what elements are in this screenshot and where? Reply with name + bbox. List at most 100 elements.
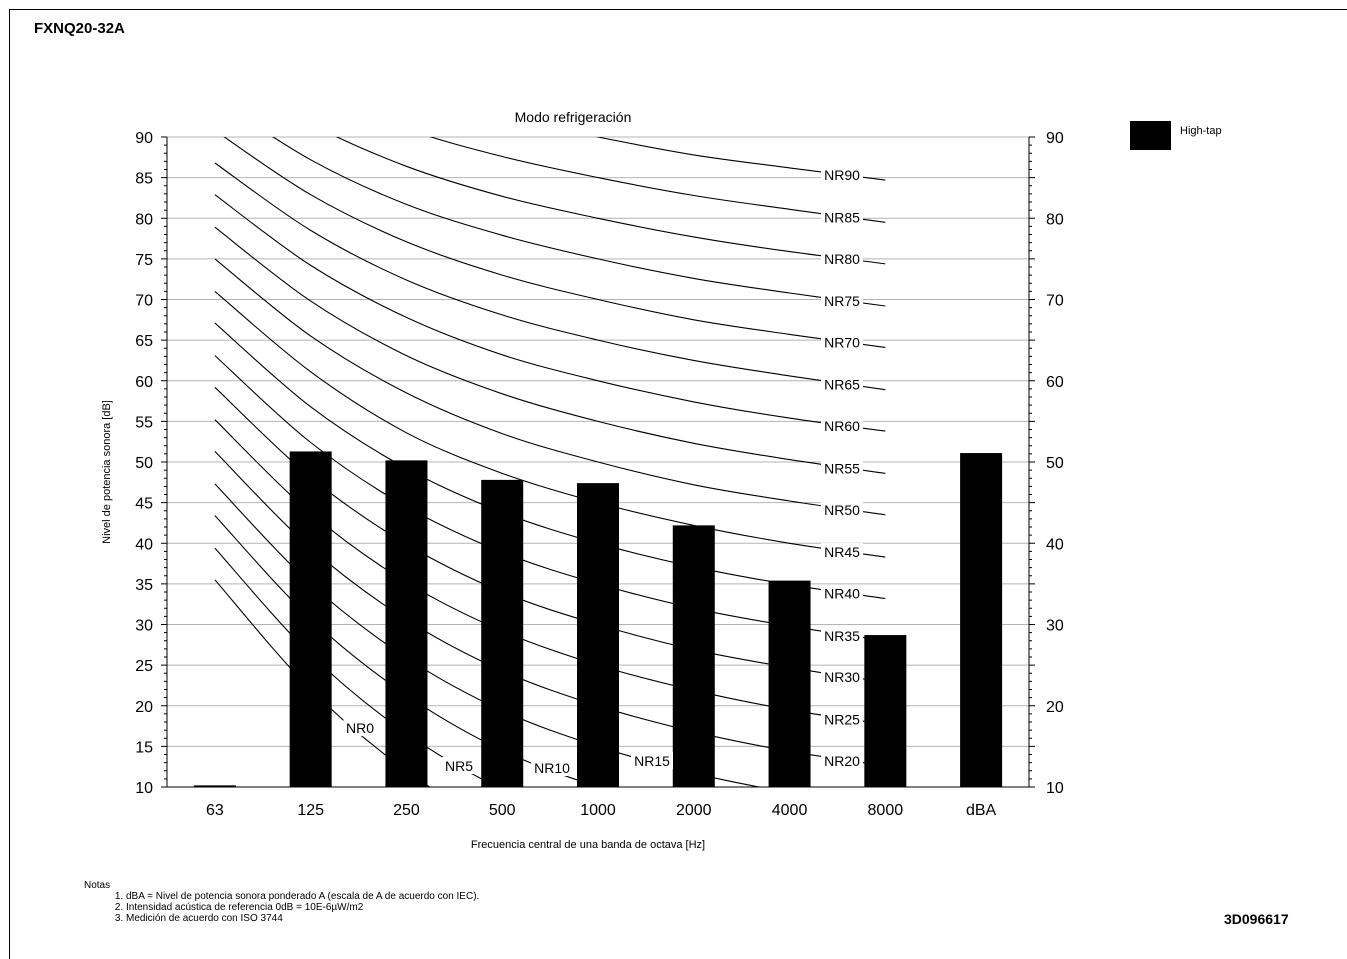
nr-label: NR25 <box>824 711 860 727</box>
bar <box>960 453 1003 787</box>
y-tick-label: 60 <box>135 374 153 391</box>
nr-curve <box>214 194 886 432</box>
nr-curve <box>214 226 886 474</box>
y-tick-label: 40 <box>135 536 153 553</box>
y-tick-label: 10 <box>135 780 153 797</box>
y-tick-label-right: 80 <box>1046 211 1064 228</box>
bar <box>768 580 811 787</box>
nr-label: NR40 <box>824 586 860 602</box>
y-tick-label: 85 <box>135 171 153 188</box>
y-tick-label-right: 10 <box>1046 780 1064 797</box>
bar <box>289 451 332 787</box>
y-tick-label-right: 60 <box>1046 374 1064 391</box>
nr-label-bg <box>442 757 476 774</box>
x-tick-label: 63 <box>206 802 224 819</box>
nr-label-bg <box>821 500 863 518</box>
legend-swatch-high-tap <box>1130 121 1171 150</box>
nr-label: NR70 <box>824 334 860 350</box>
x-tick-label: 4000 <box>772 802 808 819</box>
nr-label-bg <box>821 710 863 728</box>
y-tick-label: 25 <box>135 658 153 675</box>
nr-curve <box>272 137 886 307</box>
y-tick-label: 30 <box>135 618 153 635</box>
y-tick-label: 45 <box>135 496 153 513</box>
bar <box>481 479 524 787</box>
nr-label-bg <box>821 668 863 686</box>
nr-curve <box>214 258 886 516</box>
nr-label-bg <box>821 417 863 435</box>
nr-label-bg <box>821 249 863 267</box>
nr-label-bg <box>343 719 377 736</box>
nr-label: NR85 <box>824 209 860 225</box>
nr-label-bg <box>821 166 863 184</box>
x-tick-label: 250 <box>393 802 420 819</box>
document-reference: 3D096617 <box>1224 911 1289 927</box>
nr-label: NR50 <box>824 502 860 518</box>
nr-curve <box>223 137 886 348</box>
nr-curve <box>335 137 886 265</box>
y-tick-label-right: 40 <box>1046 536 1064 553</box>
note-item: Medición de acuerdo con ISO 3744 <box>126 913 479 924</box>
nr-label-bg <box>821 333 863 351</box>
nr-label-bg <box>821 375 863 393</box>
nr-label-bg <box>631 752 673 769</box>
chart-title: Modo refrigeración <box>515 109 632 125</box>
y-tick-label: 20 <box>135 699 153 716</box>
nr-label: NR10 <box>534 760 570 776</box>
bars <box>193 451 1003 787</box>
y-tick-label: 70 <box>135 293 153 310</box>
nr-curve <box>595 137 886 181</box>
nr-label: NR90 <box>824 167 860 183</box>
nr-label-bg <box>821 584 863 602</box>
y-tick-label: 35 <box>135 577 153 594</box>
y-axis-label: Nivel de potencia sonora [dB] <box>101 400 113 544</box>
model-title: FXNQ20-32A <box>34 20 125 37</box>
nr-label: NR30 <box>824 669 860 685</box>
x-tick-label: 125 <box>297 802 324 819</box>
nr-label: NR60 <box>824 418 860 434</box>
bar <box>193 785 236 787</box>
x-tick-label: dBA <box>966 802 997 819</box>
nr-label: NR0 <box>346 720 374 736</box>
nr-label-bg <box>531 759 573 776</box>
legend: High-tap <box>1130 121 1222 150</box>
nr-label-bg <box>821 543 863 561</box>
y-tick-label-right: 30 <box>1046 618 1064 635</box>
legend-label-high-tap: High-tap <box>1180 124 1222 137</box>
axes: 10 15 20 25 30 35 40 45 50 55 60 65 70 75 80 85 90 10 20 30… <box>135 130 1064 819</box>
x-tick-label: 500 <box>489 802 516 819</box>
nr-label-bg <box>821 292 863 309</box>
y-tick-label: 65 <box>135 333 153 350</box>
x-axis-label: Frecuencia central de una banda de octav… <box>471 839 705 851</box>
nr-label: NR5 <box>445 758 473 774</box>
y-tick-label: 55 <box>135 414 153 431</box>
y-tick-label: 80 <box>135 211 153 228</box>
notes-list: dBA = Nivel de potencia sonora ponderado… <box>84 891 479 924</box>
bar <box>864 635 907 787</box>
y-tick-label-right: 50 <box>1046 455 1064 472</box>
x-tick-label: 2000 <box>676 802 712 819</box>
page-frame <box>9 9 1347 959</box>
y-tick-label: 90 <box>135 130 153 147</box>
nr-label: NR80 <box>824 251 860 267</box>
notes: Notas dBA = Nivel de potencia sonora pon… <box>84 880 479 924</box>
nr-curve <box>214 162 886 391</box>
y-tick-label: 75 <box>135 252 153 269</box>
nr-label-bg <box>821 459 863 477</box>
nr-label: NR65 <box>824 377 860 393</box>
note-item: Intensidad acústica de referencia 0dB = … <box>126 902 479 913</box>
nr-label-bg <box>821 626 863 644</box>
bar <box>385 460 428 787</box>
x-tick-label: 8000 <box>868 802 904 819</box>
nr-curve <box>214 290 886 558</box>
nr-label: NR20 <box>824 753 860 769</box>
nr-label: NR35 <box>824 628 860 644</box>
y-tick-label: 15 <box>135 739 153 756</box>
nr-label-bg <box>821 751 863 769</box>
y-tick-label-right: 90 <box>1046 130 1064 147</box>
x-tick-label: 1000 <box>580 802 616 819</box>
nr-label: NR45 <box>824 544 860 560</box>
nr-label: NR15 <box>634 753 670 769</box>
bar <box>577 483 619 787</box>
